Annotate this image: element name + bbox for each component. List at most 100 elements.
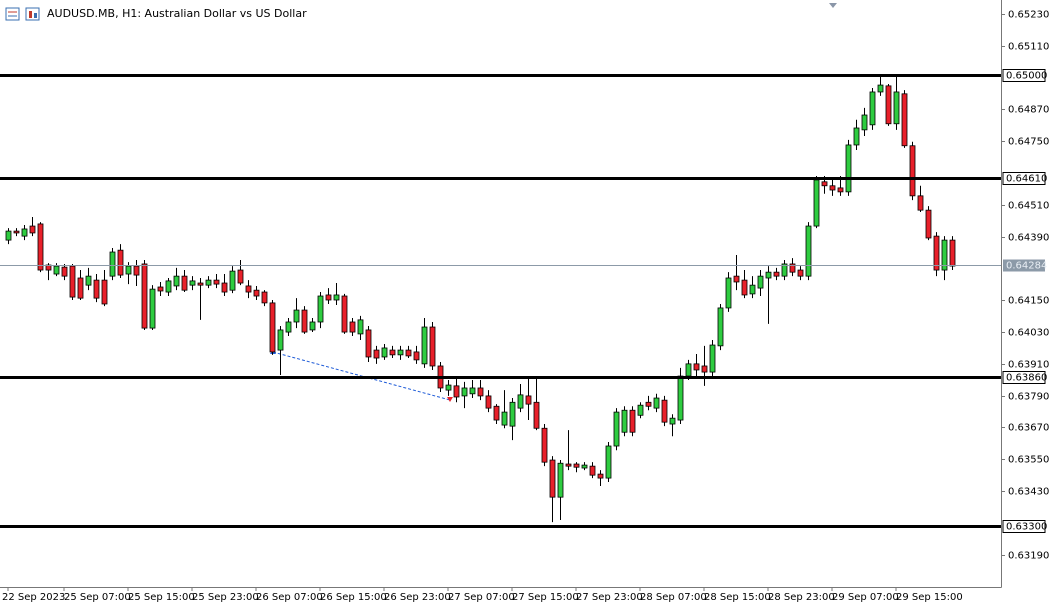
candle-body: [861, 114, 868, 131]
level-box: [1002, 520, 1046, 533]
candle-body: [605, 445, 612, 479]
candle-body: [509, 401, 516, 427]
candle-body: [237, 269, 244, 284]
candle-body: [661, 399, 668, 423]
candle-body: [925, 209, 932, 239]
candle-body: [37, 223, 44, 271]
candle-body: [917, 195, 924, 211]
candle-body: [757, 275, 764, 289]
x-tick-label: 28 Sep 23:00: [768, 592, 835, 603]
candle-body: [221, 282, 228, 293]
candle-body: [565, 463, 572, 467]
candle-body: [461, 387, 468, 397]
candle-body: [333, 294, 340, 301]
x-tick-label: 26 Sep 23:00: [384, 592, 451, 603]
candle-body: [133, 265, 140, 276]
candle-body: [101, 279, 108, 305]
candle-body: [61, 266, 68, 277]
candle-body: [629, 409, 636, 433]
icon-bar: [34, 13, 37, 18]
y-tick-label: 0.64150: [1008, 296, 1049, 307]
candle-body: [309, 321, 316, 331]
icon-bar: [29, 11, 32, 18]
candle-body: [93, 279, 100, 299]
candle-body: [53, 265, 60, 275]
candle-body: [573, 463, 580, 468]
candle-body: [869, 91, 876, 126]
candle-body: [829, 185, 836, 191]
candle-body: [397, 349, 404, 356]
candle-body: [485, 395, 492, 409]
shift-marker[interactable]: [829, 3, 837, 8]
y-tick-label: 0.63790: [1008, 392, 1049, 403]
y-tick-label: 0.63430: [1008, 487, 1049, 498]
candle-body: [189, 280, 196, 286]
trade-marker: [447, 397, 453, 402]
level-label: 0.64610: [1006, 174, 1047, 185]
candle-body: [525, 395, 532, 405]
x-tick-label: 25 Sep 15:00: [128, 592, 195, 603]
y-tick-label: 0.63910: [1008, 360, 1049, 371]
candle-body: [421, 326, 428, 365]
candle-body: [181, 275, 188, 291]
candle-body: [261, 291, 268, 304]
candle-body: [469, 387, 476, 395]
level-box: [1002, 371, 1046, 384]
candle-body: [733, 275, 740, 283]
icon-list[interactable]: [5, 7, 20, 21]
icon-chart[interactable]: [25, 7, 40, 21]
candle-body: [229, 270, 236, 291]
candle-body: [685, 363, 692, 377]
candle-body: [501, 411, 508, 426]
candle-body: [197, 282, 204, 286]
chart-title: AUDUSD.MB, H1: Australian Dollar vs US D…: [47, 7, 307, 20]
candle-body: [373, 349, 380, 359]
y-tick-label: 0.63190: [1008, 551, 1049, 562]
candle-body: [805, 225, 812, 277]
candle-body: [613, 411, 620, 447]
x-tick-label: 27 Sep 23:00: [576, 592, 643, 603]
y-tick-label: 0.64030: [1008, 328, 1049, 339]
x-tick-label: 22 Sep 2023: [2, 592, 65, 603]
candle-body: [901, 93, 908, 147]
candle-body: [453, 385, 460, 398]
candle-body: [581, 464, 588, 469]
candle-body: [837, 187, 844, 193]
candle-body: [301, 309, 308, 333]
candle-body: [653, 397, 660, 409]
level-box: [1002, 69, 1046, 82]
candle-body: [21, 228, 28, 237]
candle-body: [845, 144, 852, 193]
candle-body: [701, 365, 708, 373]
level-label: 0.65000: [1006, 71, 1047, 82]
candle-body: [477, 387, 484, 397]
level-box: [1002, 172, 1046, 185]
candle-body: [157, 286, 164, 292]
candle-body: [813, 179, 820, 227]
candle-body: [13, 230, 20, 234]
candle-body: [85, 275, 92, 286]
candle-body: [109, 251, 116, 277]
y-tick-label: 0.64510: [1008, 201, 1049, 212]
candle-body: [253, 289, 260, 297]
candle-body: [645, 401, 652, 407]
candle-body: [821, 181, 828, 187]
candle-body: [677, 375, 684, 421]
x-tick-label: 29 Sep 15:00: [896, 592, 963, 603]
candle-body: [549, 459, 556, 498]
candle-body: [637, 404, 644, 416]
y-tick-label: 0.63550: [1008, 455, 1049, 466]
candle-body: [765, 271, 772, 279]
candle-body: [909, 145, 916, 197]
x-tick-label: 25 Sep 07:00: [64, 592, 131, 603]
candle-body: [781, 263, 788, 277]
candle-body: [893, 91, 900, 125]
candle-body: [717, 307, 724, 347]
candle-body: [533, 401, 540, 429]
candle-body: [293, 309, 300, 323]
candle-body: [405, 349, 412, 357]
candle-body: [709, 344, 716, 373]
candle-body: [725, 277, 732, 309]
header-icons[interactable]: [5, 7, 40, 21]
